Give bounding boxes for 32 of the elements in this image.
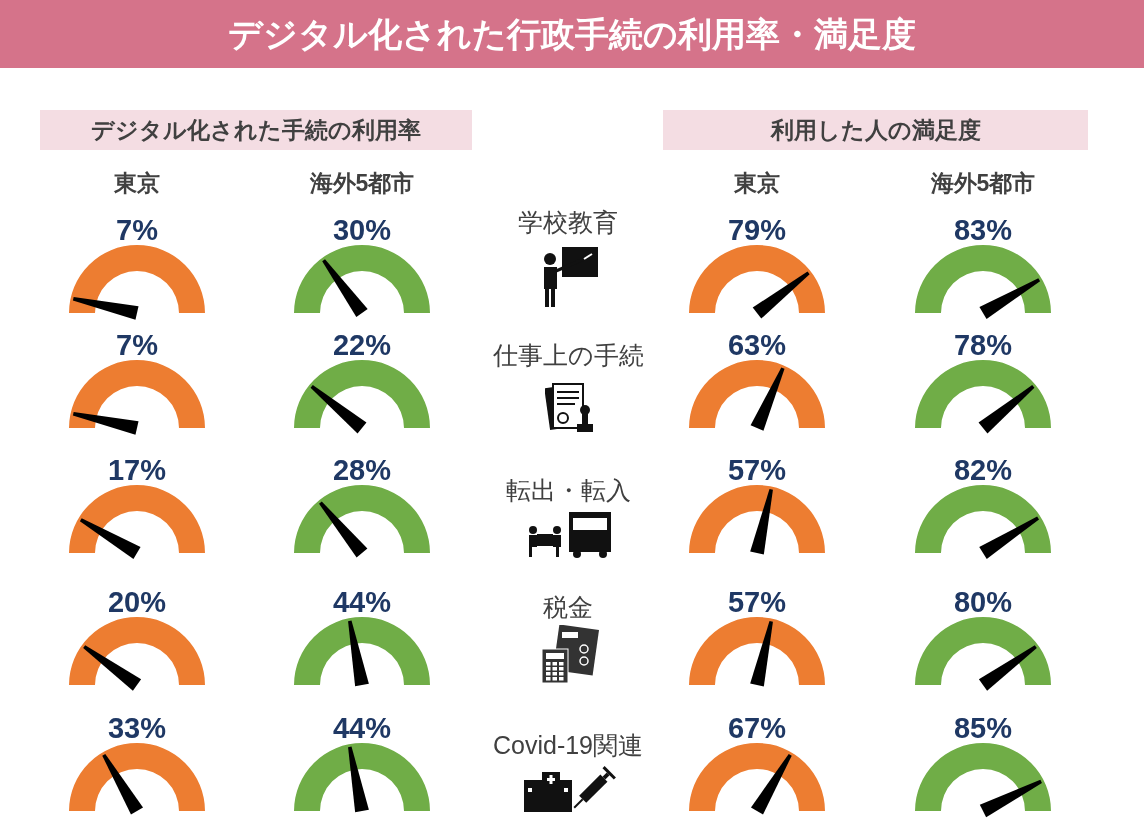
data-label: 57% bbox=[727, 586, 787, 618]
data-label: 85% bbox=[953, 712, 1013, 744]
data-label: 80% bbox=[953, 586, 1013, 618]
data-label: 7% bbox=[116, 214, 159, 246]
category-label: 仕事上の手続 bbox=[491, 340, 645, 371]
text: デジタル化された手続の利用率 bbox=[40, 110, 472, 150]
data-label: 82% bbox=[953, 454, 1013, 486]
text: 海外5都市 bbox=[308, 169, 416, 198]
data-label: 44% bbox=[332, 586, 392, 618]
category-label: Covid-19関連 bbox=[491, 730, 645, 761]
text: 東京 bbox=[113, 169, 161, 198]
data-label: 28% bbox=[332, 454, 392, 486]
text: 東京 bbox=[733, 169, 781, 198]
data-label: 30% bbox=[332, 214, 392, 246]
text: デジタル化された行政手続の利用率・満足度 bbox=[0, 0, 1144, 68]
text: 利用した人の満足度 bbox=[663, 110, 1088, 150]
data-label: 17% bbox=[107, 454, 167, 486]
category-label: 転出・転入 bbox=[504, 475, 632, 506]
text: 海外5都市 bbox=[929, 169, 1037, 198]
data-label: 22% bbox=[332, 329, 392, 361]
data-label: 57% bbox=[727, 454, 787, 486]
data-label: 44% bbox=[332, 712, 392, 744]
category-label: 学校教育 bbox=[517, 207, 619, 238]
data-label: 63% bbox=[727, 329, 787, 361]
data-label: 67% bbox=[727, 712, 787, 744]
data-label: 78% bbox=[953, 329, 1013, 361]
data-label: 7% bbox=[116, 329, 159, 361]
data-label: 83% bbox=[953, 214, 1013, 246]
category-label: 税金 bbox=[542, 592, 594, 623]
data-label: 79% bbox=[727, 214, 787, 246]
data-label: 33% bbox=[107, 712, 167, 744]
data-label: 20% bbox=[107, 586, 167, 618]
